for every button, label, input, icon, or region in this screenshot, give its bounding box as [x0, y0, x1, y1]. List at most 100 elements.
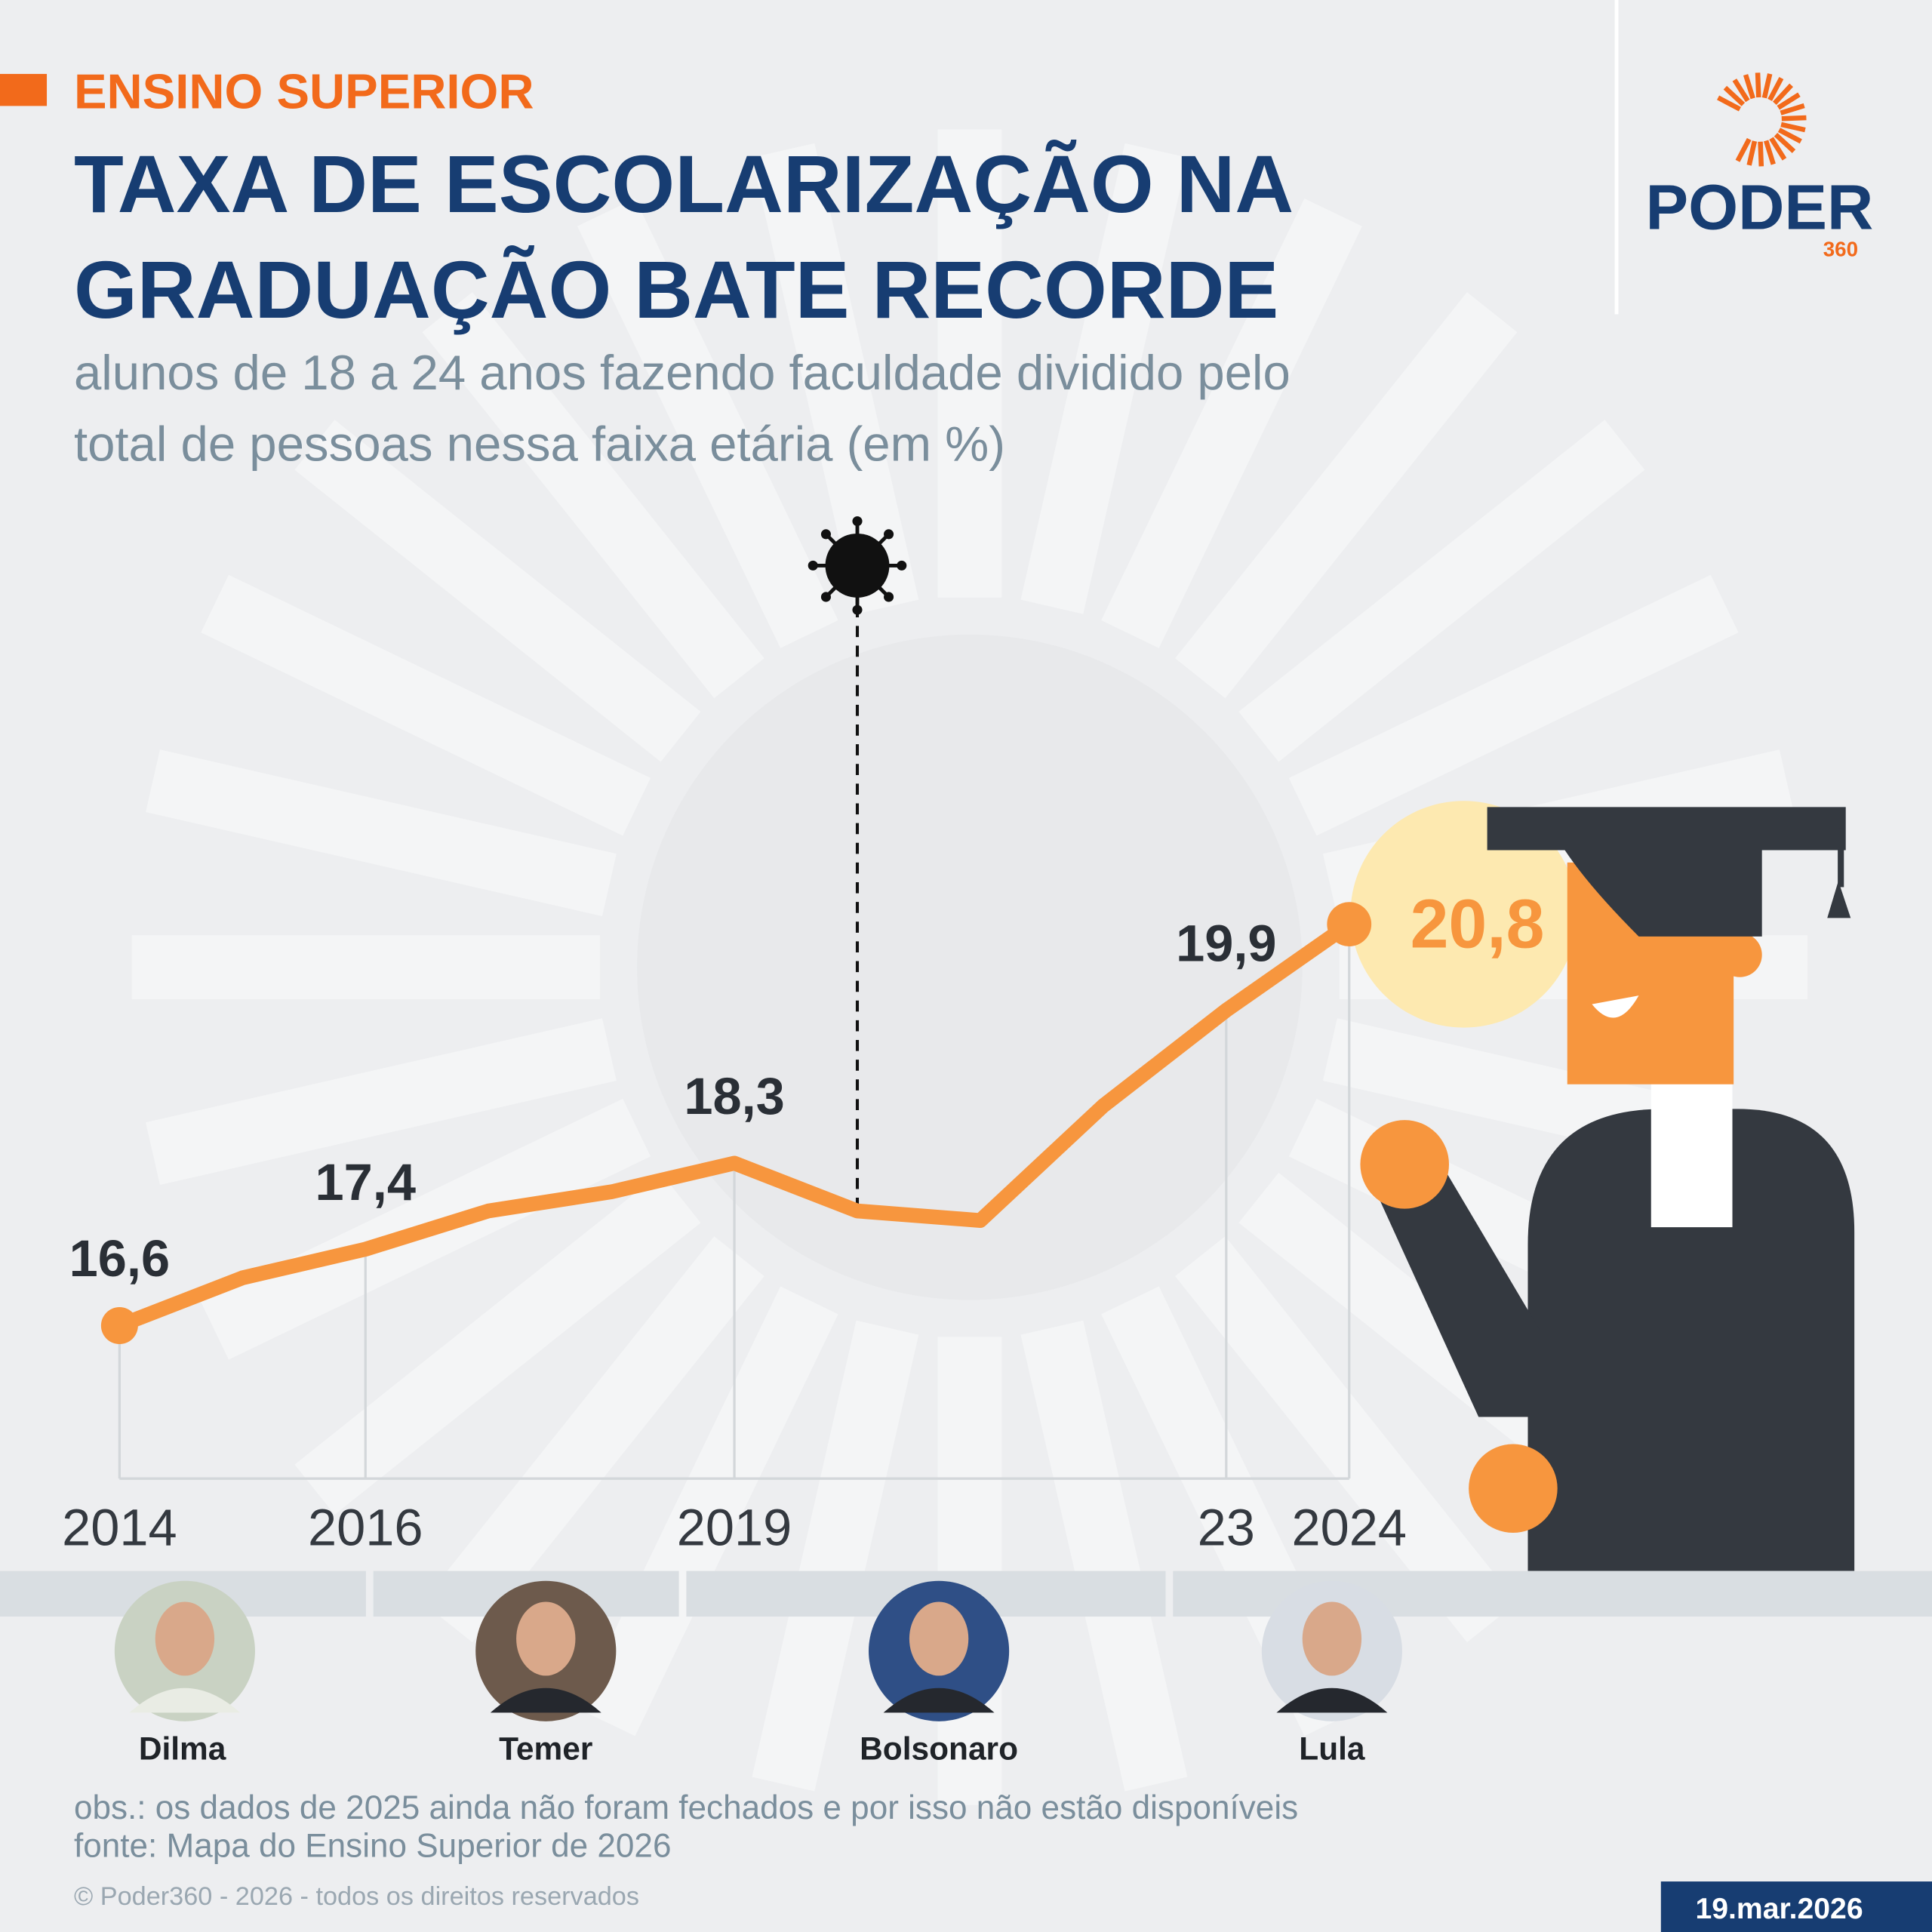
- president-suit: [490, 1687, 601, 1713]
- ray: [146, 749, 617, 917]
- date-box: [1660, 1881, 1932, 1932]
- president-face: [155, 1601, 215, 1676]
- cap: [1487, 807, 1846, 937]
- logo-name: PODER: [1646, 171, 1874, 243]
- president: Dilma: [114, 1580, 255, 1766]
- president-suit: [129, 1687, 241, 1713]
- logo-ray: [1735, 137, 1752, 162]
- highlight-value-label: 20,8: [1411, 886, 1545, 963]
- x-tick-label: 2016: [308, 1498, 423, 1556]
- virus-spike-tip: [820, 592, 831, 602]
- copyright: © Poder360 - 2026 - todos os direitos re…: [74, 1882, 639, 1911]
- ray: [1175, 1236, 1518, 1643]
- logo-ray: [1769, 137, 1787, 161]
- tassel: [1827, 881, 1851, 918]
- logo-icon: [1717, 72, 1807, 167]
- ray: [1175, 292, 1518, 699]
- logo-ray: [1746, 140, 1758, 166]
- president-name: Temer: [499, 1730, 592, 1766]
- logo-ray: [1777, 92, 1801, 110]
- plot: 2014 2016 2019 23 2024 16,6 17,4 18,3 19,9 20,8: [62, 516, 1545, 1556]
- logo-ray: [1763, 140, 1776, 165]
- gown: [1527, 1109, 1855, 1571]
- virus-spike-tip: [852, 605, 863, 615]
- ray: [577, 198, 838, 648]
- president-face: [516, 1601, 576, 1676]
- data-line: [116, 918, 1354, 1333]
- note: fonte: Mapa do Ensino Superior de 2026: [74, 1827, 672, 1864]
- ray: [131, 935, 601, 1000]
- virus-spike-tip: [884, 592, 894, 602]
- logo-ray: [1761, 73, 1773, 99]
- ray: [752, 143, 919, 614]
- president-suit: [883, 1687, 995, 1713]
- data-point: [1327, 902, 1372, 947]
- president: Bolsonaro: [860, 1580, 1018, 1766]
- background-circle: [637, 634, 1303, 1300]
- ray: [422, 1236, 764, 1643]
- president-name: Lula: [1299, 1730, 1365, 1766]
- smile: [1592, 995, 1639, 1018]
- subtitle-line: total de pessoas nessa faixa etária (em …: [74, 417, 1005, 472]
- logo-ray: [1767, 76, 1784, 101]
- data-point: [100, 1307, 138, 1345]
- virus-spike-tip: [852, 516, 863, 527]
- ray: [1101, 198, 1362, 648]
- arm: [1377, 1164, 1540, 1417]
- x-tick-label: 2014: [62, 1498, 177, 1556]
- background-rays: [131, 129, 1808, 1805]
- title-line: GRADUAÇÃO BATE RECORDE: [74, 244, 1278, 335]
- title-line: TAXA DE ESCOLARIZAÇÃO NA: [74, 138, 1294, 229]
- note: obs.: os dados de 2025 ainda não foram f…: [74, 1789, 1298, 1826]
- x-tick-label: 2024: [1291, 1498, 1407, 1556]
- ray: [294, 420, 701, 762]
- hand: [1469, 1444, 1558, 1534]
- virus-spike-tip: [820, 529, 831, 540]
- kicker-marker: [0, 73, 48, 106]
- graduate-illustration: [1350, 801, 1855, 1571]
- ray: [1238, 420, 1645, 762]
- president-face: [909, 1601, 969, 1676]
- virus-spike-tip: [808, 560, 818, 571]
- logo-ray: [1732, 78, 1750, 103]
- value-label: 18,3: [684, 1067, 784, 1125]
- logo-ray: [1780, 103, 1805, 115]
- logo-ray: [1777, 128, 1802, 144]
- logo-ray: [1743, 74, 1755, 100]
- logo-ray: [1723, 85, 1746, 106]
- presidents: Dilma Temer Bolsonaro Lula: [114, 1580, 1402, 1766]
- logo-ray: [1773, 83, 1793, 106]
- ray: [294, 1172, 701, 1515]
- collar: [1651, 1060, 1733, 1228]
- kicker: ENSINO SUPERIOR: [74, 64, 534, 119]
- virus-spike-tip: [884, 529, 894, 540]
- value-label: 19,9: [1176, 914, 1276, 972]
- ray: [422, 292, 764, 699]
- ray: [201, 574, 651, 836]
- ray: [1288, 574, 1739, 836]
- president: Temer: [475, 1580, 617, 1766]
- logo: PODER 360: [1646, 72, 1874, 261]
- ray: [577, 1286, 838, 1737]
- highlight-circle: [1350, 801, 1577, 1028]
- ray: [1020, 143, 1188, 614]
- president: Lula: [1261, 1580, 1402, 1766]
- ray: [937, 129, 1002, 598]
- virus-icon: [825, 533, 890, 598]
- hand: [1360, 1120, 1449, 1209]
- date: 19.mar.2026: [1695, 1893, 1863, 1925]
- value-label: 17,4: [315, 1153, 416, 1211]
- logo-ray: [1774, 132, 1796, 153]
- logo-ray: [1717, 95, 1741, 112]
- logo-ray: [1780, 122, 1806, 133]
- x-tick-label: 23: [1198, 1498, 1255, 1556]
- ray: [1020, 1320, 1188, 1792]
- subtitle-line: alunos de 18 a 24 anos fazendo faculdade…: [74, 345, 1291, 400]
- ear: [1717, 932, 1762, 977]
- president-name: Bolsonaro: [860, 1730, 1018, 1766]
- president-face: [1302, 1601, 1362, 1676]
- virus-spike-tip: [897, 560, 907, 571]
- president-name: Dilma: [139, 1730, 226, 1766]
- president-suit: [1276, 1687, 1388, 1713]
